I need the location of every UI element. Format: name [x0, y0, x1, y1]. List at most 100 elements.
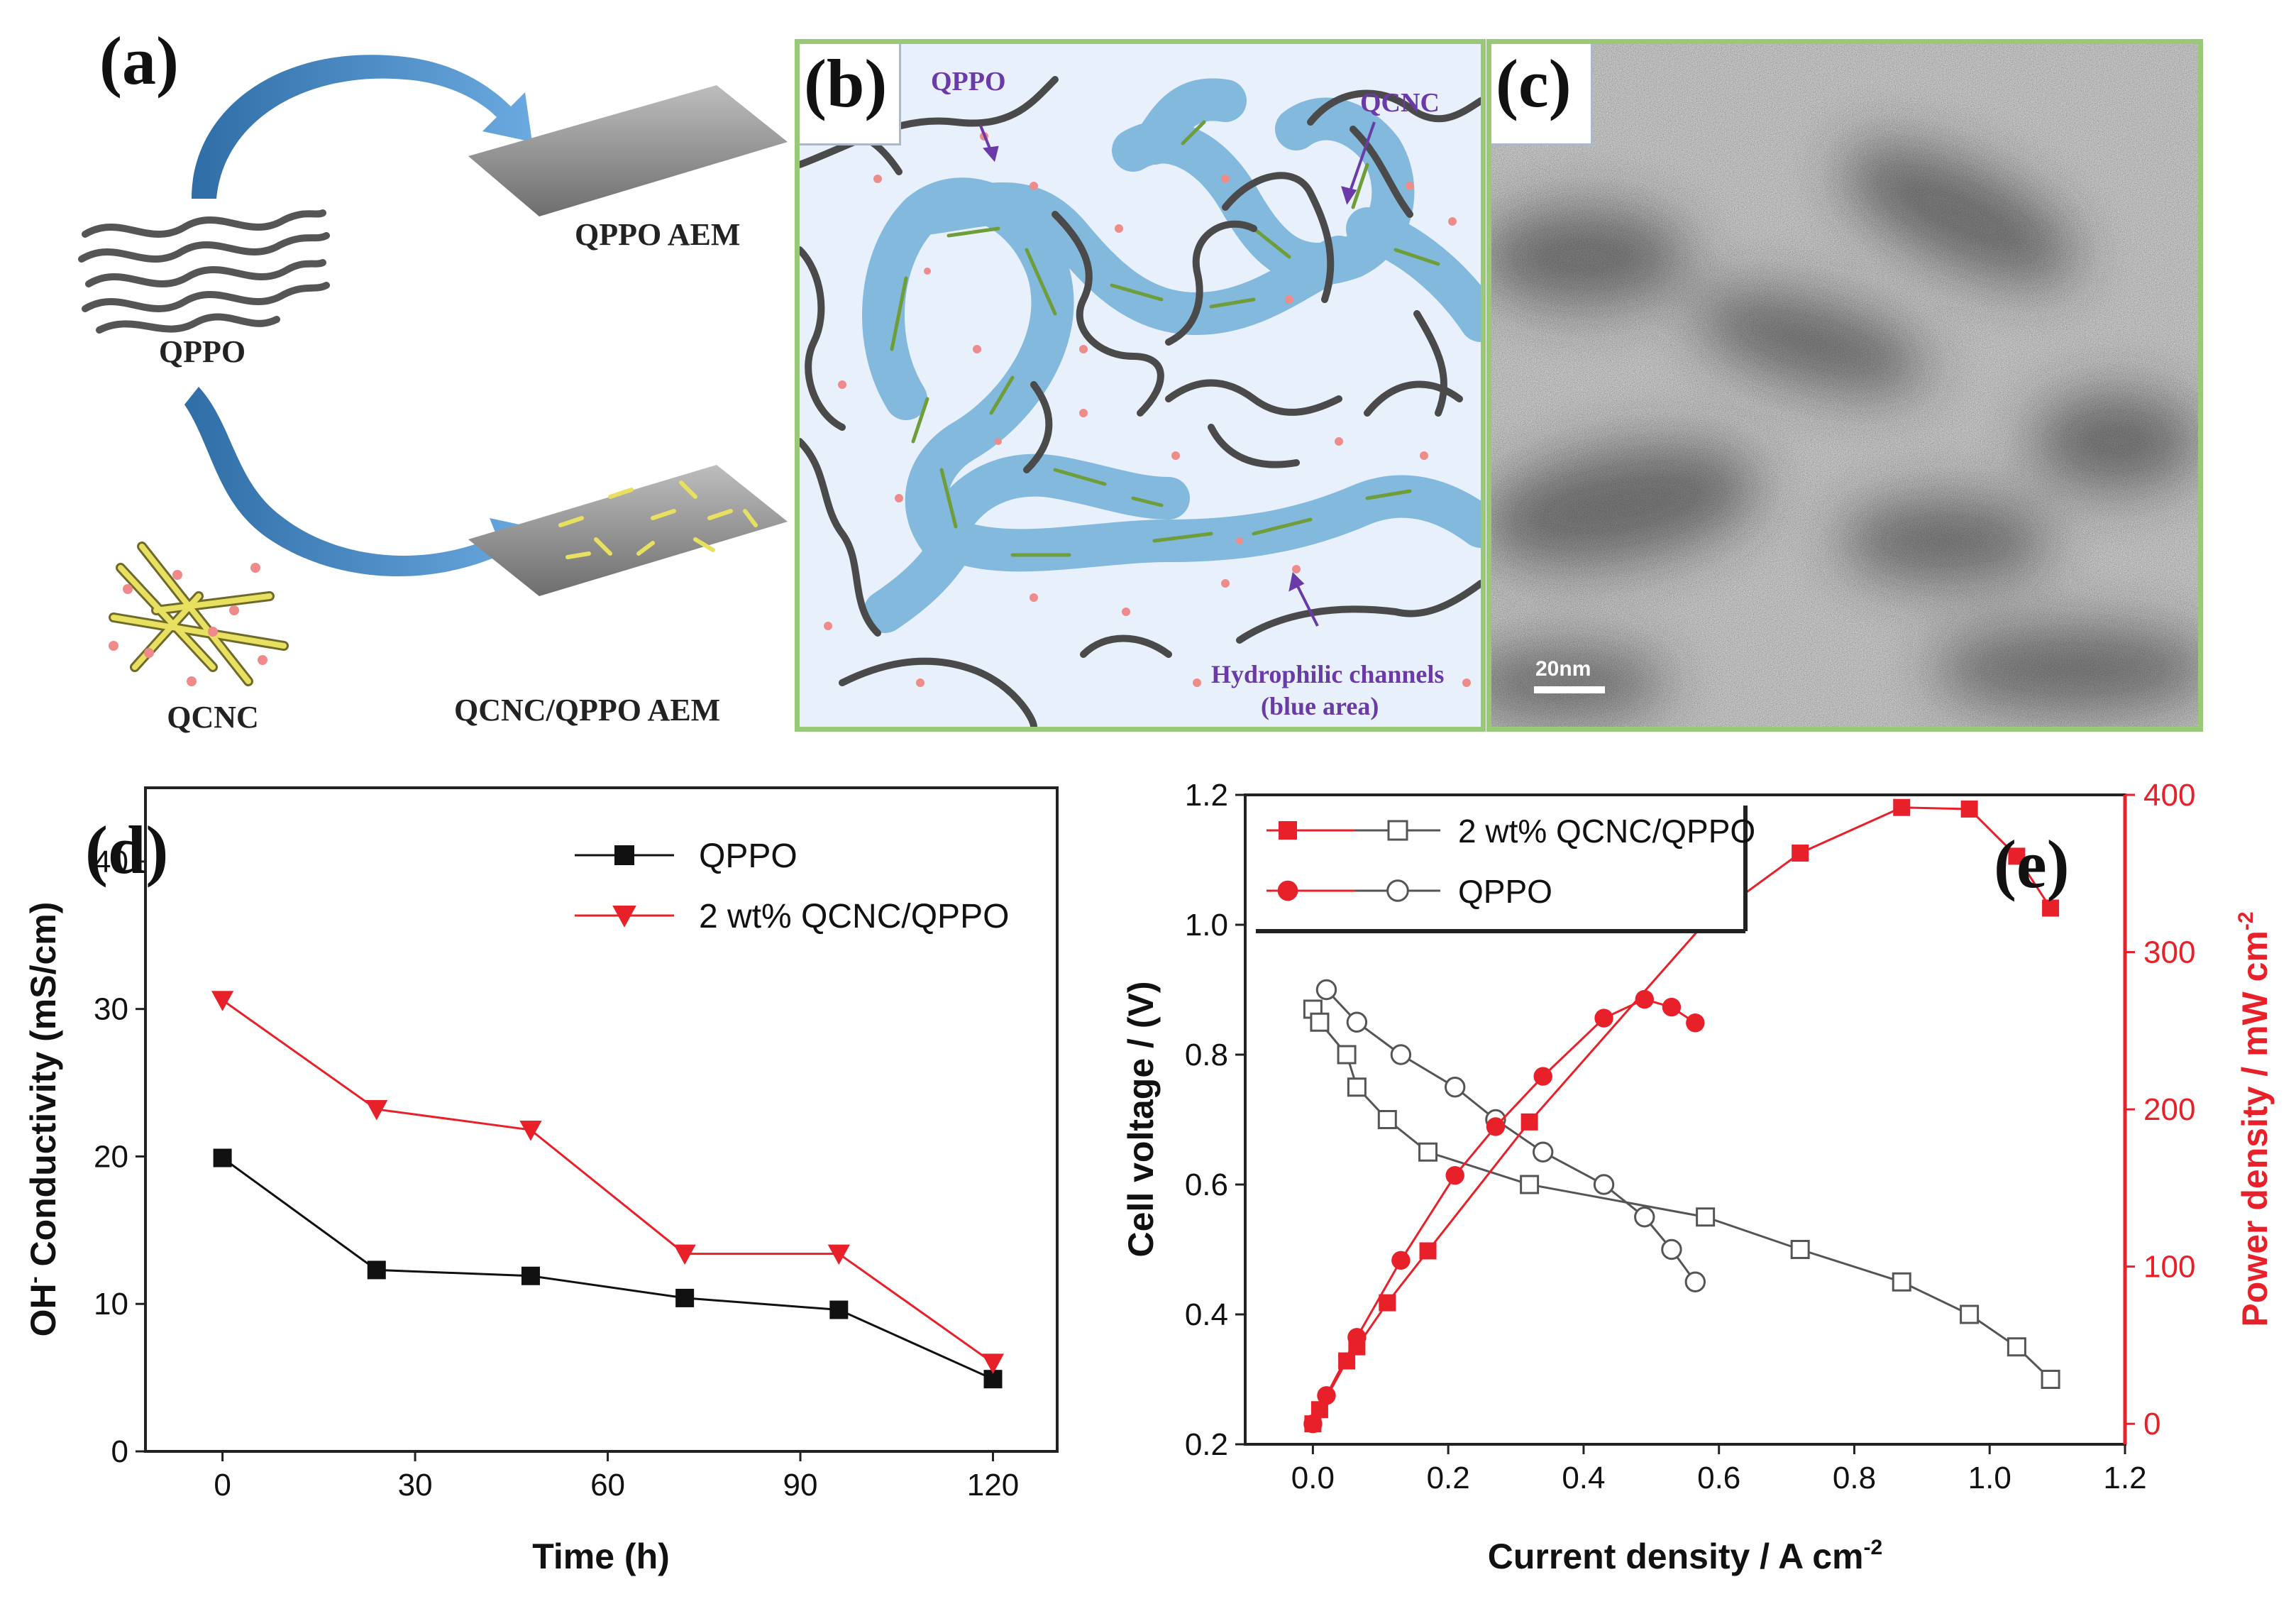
chart-e-ytick-label: 1.0	[1185, 908, 1228, 943]
ion-dots	[824, 132, 1471, 687]
chart-d-ylabel: OH- Conductivity (mS/cm)	[23, 902, 63, 1337]
chart-d-series-line-1	[221, 999, 994, 1364]
chart-e-y2label: Power density / mW cm-2	[2234, 911, 2275, 1326]
chart-e-y2tick-label: 400	[2143, 778, 2195, 813]
chart-e-point-3	[1445, 1165, 1464, 1185]
composite-aem-membrane-icon	[468, 465, 788, 596]
embedded-qcnc-icon	[558, 480, 758, 559]
chart-e-legend-label: 2 wt% QCNC/QPPO	[1458, 813, 1755, 850]
chart-e-point-3	[1635, 989, 1654, 1009]
chart-e-point-1	[1593, 1174, 1615, 1195]
chart-e-point-0	[1303, 999, 1323, 1019]
chart-d-ytick-label: 0	[111, 1434, 128, 1469]
chart-e-ytick-label: 0.6	[1185, 1167, 1228, 1202]
chart-e: 0.0 0.2 0.4 0.6 0.8 1.0 1.2 0.2 0.4 0.6 0.8 1.0 1.2 0…	[1121, 778, 2275, 1576]
qppo-chains-icon	[78, 209, 330, 334]
process-arrow-top	[192, 55, 532, 199]
chart-e-point-0	[1520, 1175, 1540, 1194]
chart-d-xtick-label: 30	[398, 1468, 433, 1502]
chart-e-xtick-label: 1.2	[2103, 1461, 2146, 1495]
panel-c-label-box: (c)	[1491, 44, 1593, 145]
channels-callout-line1: Hydrophilic channels	[1211, 660, 1444, 688]
chart-e-point-2	[1379, 1294, 1396, 1312]
chart-e-point-1	[1684, 1271, 1706, 1292]
chart-e-ylabel: Cell voltage / (V)	[1121, 982, 1161, 1258]
panel-b-schematic: QPPO QCNC Hydrophilic channels (blue are…	[800, 67, 1481, 727]
chart-e-point-1	[1315, 979, 1337, 1001]
scale-bar-label: 20nm	[1535, 657, 1591, 681]
panel-a-label: (a)	[99, 23, 179, 99]
chart-e-xtick-label: 0.0	[1291, 1461, 1335, 1495]
chart-e-point-2	[1792, 844, 1809, 862]
panel-b: QPPO QCNC Hydrophilic channels (blue are…	[795, 39, 1486, 732]
chart-e-y2tick-label: 100	[2143, 1250, 2195, 1285]
tem-image: 20nm	[1491, 44, 2198, 727]
chart-e-point-2	[1520, 1113, 1538, 1131]
chart-d-xtick-label: 90	[783, 1468, 818, 1502]
chart-e-ytick-label: 0.4	[1185, 1297, 1228, 1332]
chart-e-point-2	[1893, 798, 1911, 816]
callout-arrows	[979, 121, 1376, 627]
qcnc-label: QCNC	[167, 700, 259, 735]
chart-e-point-3	[1662, 997, 1682, 1017]
panel-d: 0 30 60 90 120 0 10 20 30 40 QPPO 2 wt% QCNC/QPPO …	[0, 766, 1107, 1595]
chart-d-ytick-label: 20	[94, 1139, 128, 1174]
chart-d-frame	[144, 786, 1059, 1453]
chart-e-legend-marker-open	[1386, 879, 1409, 902]
chart-e-ytick-label: 0.2	[1185, 1427, 1228, 1462]
tem-dark-domains	[1491, 143, 2198, 718]
qcnc-rods	[890, 120, 1440, 557]
qppo-label: QPPO	[159, 334, 245, 369]
panel-e-label: (e)	[1994, 826, 2070, 902]
chart-e-y2tick-label: 300	[2143, 935, 2195, 970]
composite-aem-label: QCNC/QPPO AEM	[454, 693, 720, 727]
chart-e-ytick-label: 0.8	[1185, 1038, 1228, 1072]
chart-d-xtick-label: 120	[967, 1468, 1019, 1502]
panel-a-schematic: QPPO QPPO AEM QCNC	[78, 55, 788, 735]
chart-e-legend-marker-open	[1387, 820, 1408, 841]
panel-a: QPPO QPPO AEM QCNC	[71, 23, 802, 738]
chart-e-point-0	[1337, 1045, 1357, 1065]
chart-e-xtick-label: 0.8	[1833, 1461, 1876, 1495]
chart-d-point-0	[675, 1288, 695, 1307]
chart-d-point-1	[981, 1353, 1005, 1374]
chart-d-ytick-label: 10	[94, 1287, 128, 1321]
chart-e-point-0	[1310, 1012, 1330, 1032]
chart-e-point-2	[1960, 800, 1978, 818]
chart-e-series-line-1	[1325, 989, 1696, 1283]
chart-e-point-0	[2007, 1337, 2026, 1357]
qcnc-callout: QCNC	[1360, 88, 1440, 118]
chart-e-point-3	[1303, 1414, 1323, 1434]
chart-e-point-0	[1892, 1272, 1911, 1292]
hydrophilic-channel-shapes	[862, 78, 1481, 633]
chart-e-point-2	[2042, 899, 2060, 917]
chart-d-point-0	[367, 1260, 386, 1280]
chart-e-point-0	[1696, 1207, 1716, 1227]
chart-e-point-0	[1790, 1240, 1810, 1259]
chart-e-point-3	[1347, 1328, 1367, 1347]
chart-e-y2tick-label: 0	[2143, 1407, 2160, 1441]
chart-e-legend-marker-filled	[1277, 880, 1298, 901]
chart-e-point-1	[1634, 1207, 1655, 1228]
chart-e-ytick-label: 1.2	[1185, 778, 1228, 813]
chart-d-xtick-label: 60	[590, 1468, 625, 1502]
chart-d-legend-marker	[614, 845, 634, 865]
chart-e-point-3	[1317, 1386, 1336, 1405]
chart-e-series-line-0	[1312, 1009, 2052, 1380]
chart-e-point-0	[1377, 1110, 1397, 1129]
panel-d-label: (d)	[85, 812, 168, 888]
chart-e-legend-label: QPPO	[1458, 873, 1552, 910]
chart-e-point-0	[1418, 1142, 1438, 1162]
chart-d-legend-label: QPPO	[699, 837, 797, 875]
chart-d-point-1	[211, 991, 234, 1011]
qppo-aem-membrane-icon	[468, 85, 788, 216]
panel-e: 0.0 0.2 0.4 0.6 0.8 1.0 1.2 0.2 0.4 0.6 0.8 1.0 1.2 0…	[1107, 766, 2296, 1595]
chart-e-y2tick-label: 200	[2143, 1092, 2195, 1127]
chart-d-legend-marker	[612, 906, 636, 928]
chart-e-point-2	[1419, 1242, 1437, 1260]
chart-e-xtick-label: 0.4	[1562, 1461, 1605, 1495]
chart-e-point-0	[1347, 1077, 1367, 1097]
panel-b-label: (b)	[804, 45, 888, 121]
chart-e-legend-box	[1256, 806, 1745, 930]
